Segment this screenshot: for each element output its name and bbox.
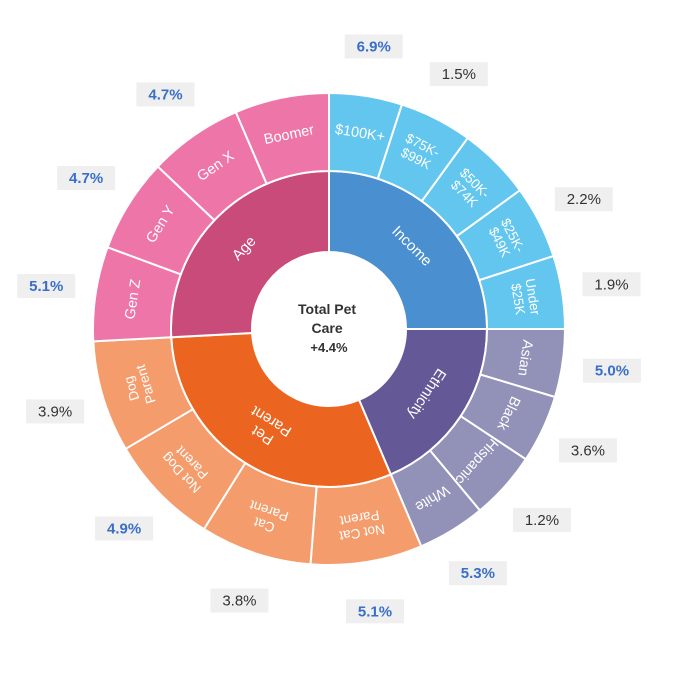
percent-box-75k-99k: [429, 62, 488, 87]
percent-box-100k: [344, 34, 403, 59]
percent-box-asian: [582, 358, 641, 383]
percent-box-black: [558, 438, 617, 463]
percent-box-not-dog-parent: [95, 516, 154, 541]
percent-label-asian: 5.0%: [595, 363, 629, 380]
percent-box-gen-z: [17, 274, 76, 299]
percent-box-white: [448, 561, 507, 586]
center-label-line-2: Care: [311, 320, 342, 336]
percent-box-under-25k: [582, 272, 641, 297]
center-hole: [252, 252, 406, 406]
percent-box-dog-parent: [26, 399, 85, 424]
outer-label-under-25k: Under$25K: [508, 277, 543, 318]
percent-label-100k: 6.9%: [357, 39, 391, 56]
percent-label-25k-49k: 2.2%: [567, 191, 601, 208]
percent-box-gen-x: [136, 82, 195, 107]
percent-labels: 6.9% 1.5% 2.2% 1.9% 5.0% 3.6% 1.2% 5.3% 5.1% 3.8%…: [17, 34, 641, 624]
percent-label-gen-z: 5.1%: [29, 278, 63, 295]
outer-label-100k: $100K+: [334, 122, 386, 146]
outer-ring: [92, 91, 567, 566]
svg-text:Total Pet Care +4.4%: Total Pet Care +4.4%: [298, 301, 360, 355]
center-label-line-1: Total Pet: [298, 301, 356, 317]
percent-label-white: 5.3%: [461, 565, 495, 582]
percent-label-not-cat-parent: 5.1%: [358, 603, 392, 620]
percent-label-under-25k: 1.9%: [594, 276, 628, 293]
percent-box-25k-49k: [554, 187, 613, 212]
outer-label-asian: Asian: [514, 339, 535, 377]
percent-box-cat-parent: [210, 588, 269, 613]
percent-label-gen-x: 4.7%: [148, 86, 182, 103]
center-label-line-3: +4.4%: [310, 340, 348, 355]
percent-box-hispanic: [512, 507, 571, 532]
percent-label-dog-parent: 3.9%: [38, 403, 72, 420]
percent-label-not-dog-parent: 4.9%: [107, 521, 141, 538]
outer-label-not-cat-parent: Not CatParent: [336, 507, 386, 544]
percent-label-black: 3.6%: [571, 442, 605, 459]
percent-box-not-cat-parent: [345, 599, 404, 624]
outer-segment-boomer: [234, 91, 330, 186]
percent-box-gen-y: [57, 165, 116, 190]
percent-label-gen-y: 4.7%: [69, 170, 103, 187]
percent-label-hispanic: 1.2%: [525, 512, 559, 529]
percent-label-cat-parent: 3.8%: [222, 593, 256, 610]
outer-label-gen-z: Gen Z: [122, 278, 144, 320]
percent-label-75k-99k: 1.5%: [442, 66, 476, 83]
